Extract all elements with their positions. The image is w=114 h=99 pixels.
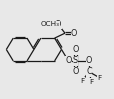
Text: C: C: [86, 67, 91, 76]
Text: OCH₃: OCH₃: [40, 21, 59, 27]
Text: O: O: [54, 20, 61, 29]
Text: O: O: [85, 56, 92, 65]
Text: O: O: [65, 56, 71, 65]
Text: S: S: [72, 56, 77, 65]
Text: F: F: [79, 78, 84, 84]
Text: O: O: [70, 29, 77, 38]
Text: F: F: [89, 79, 93, 85]
Text: O: O: [71, 46, 78, 54]
Text: F: F: [97, 75, 101, 81]
Text: O: O: [71, 67, 78, 76]
